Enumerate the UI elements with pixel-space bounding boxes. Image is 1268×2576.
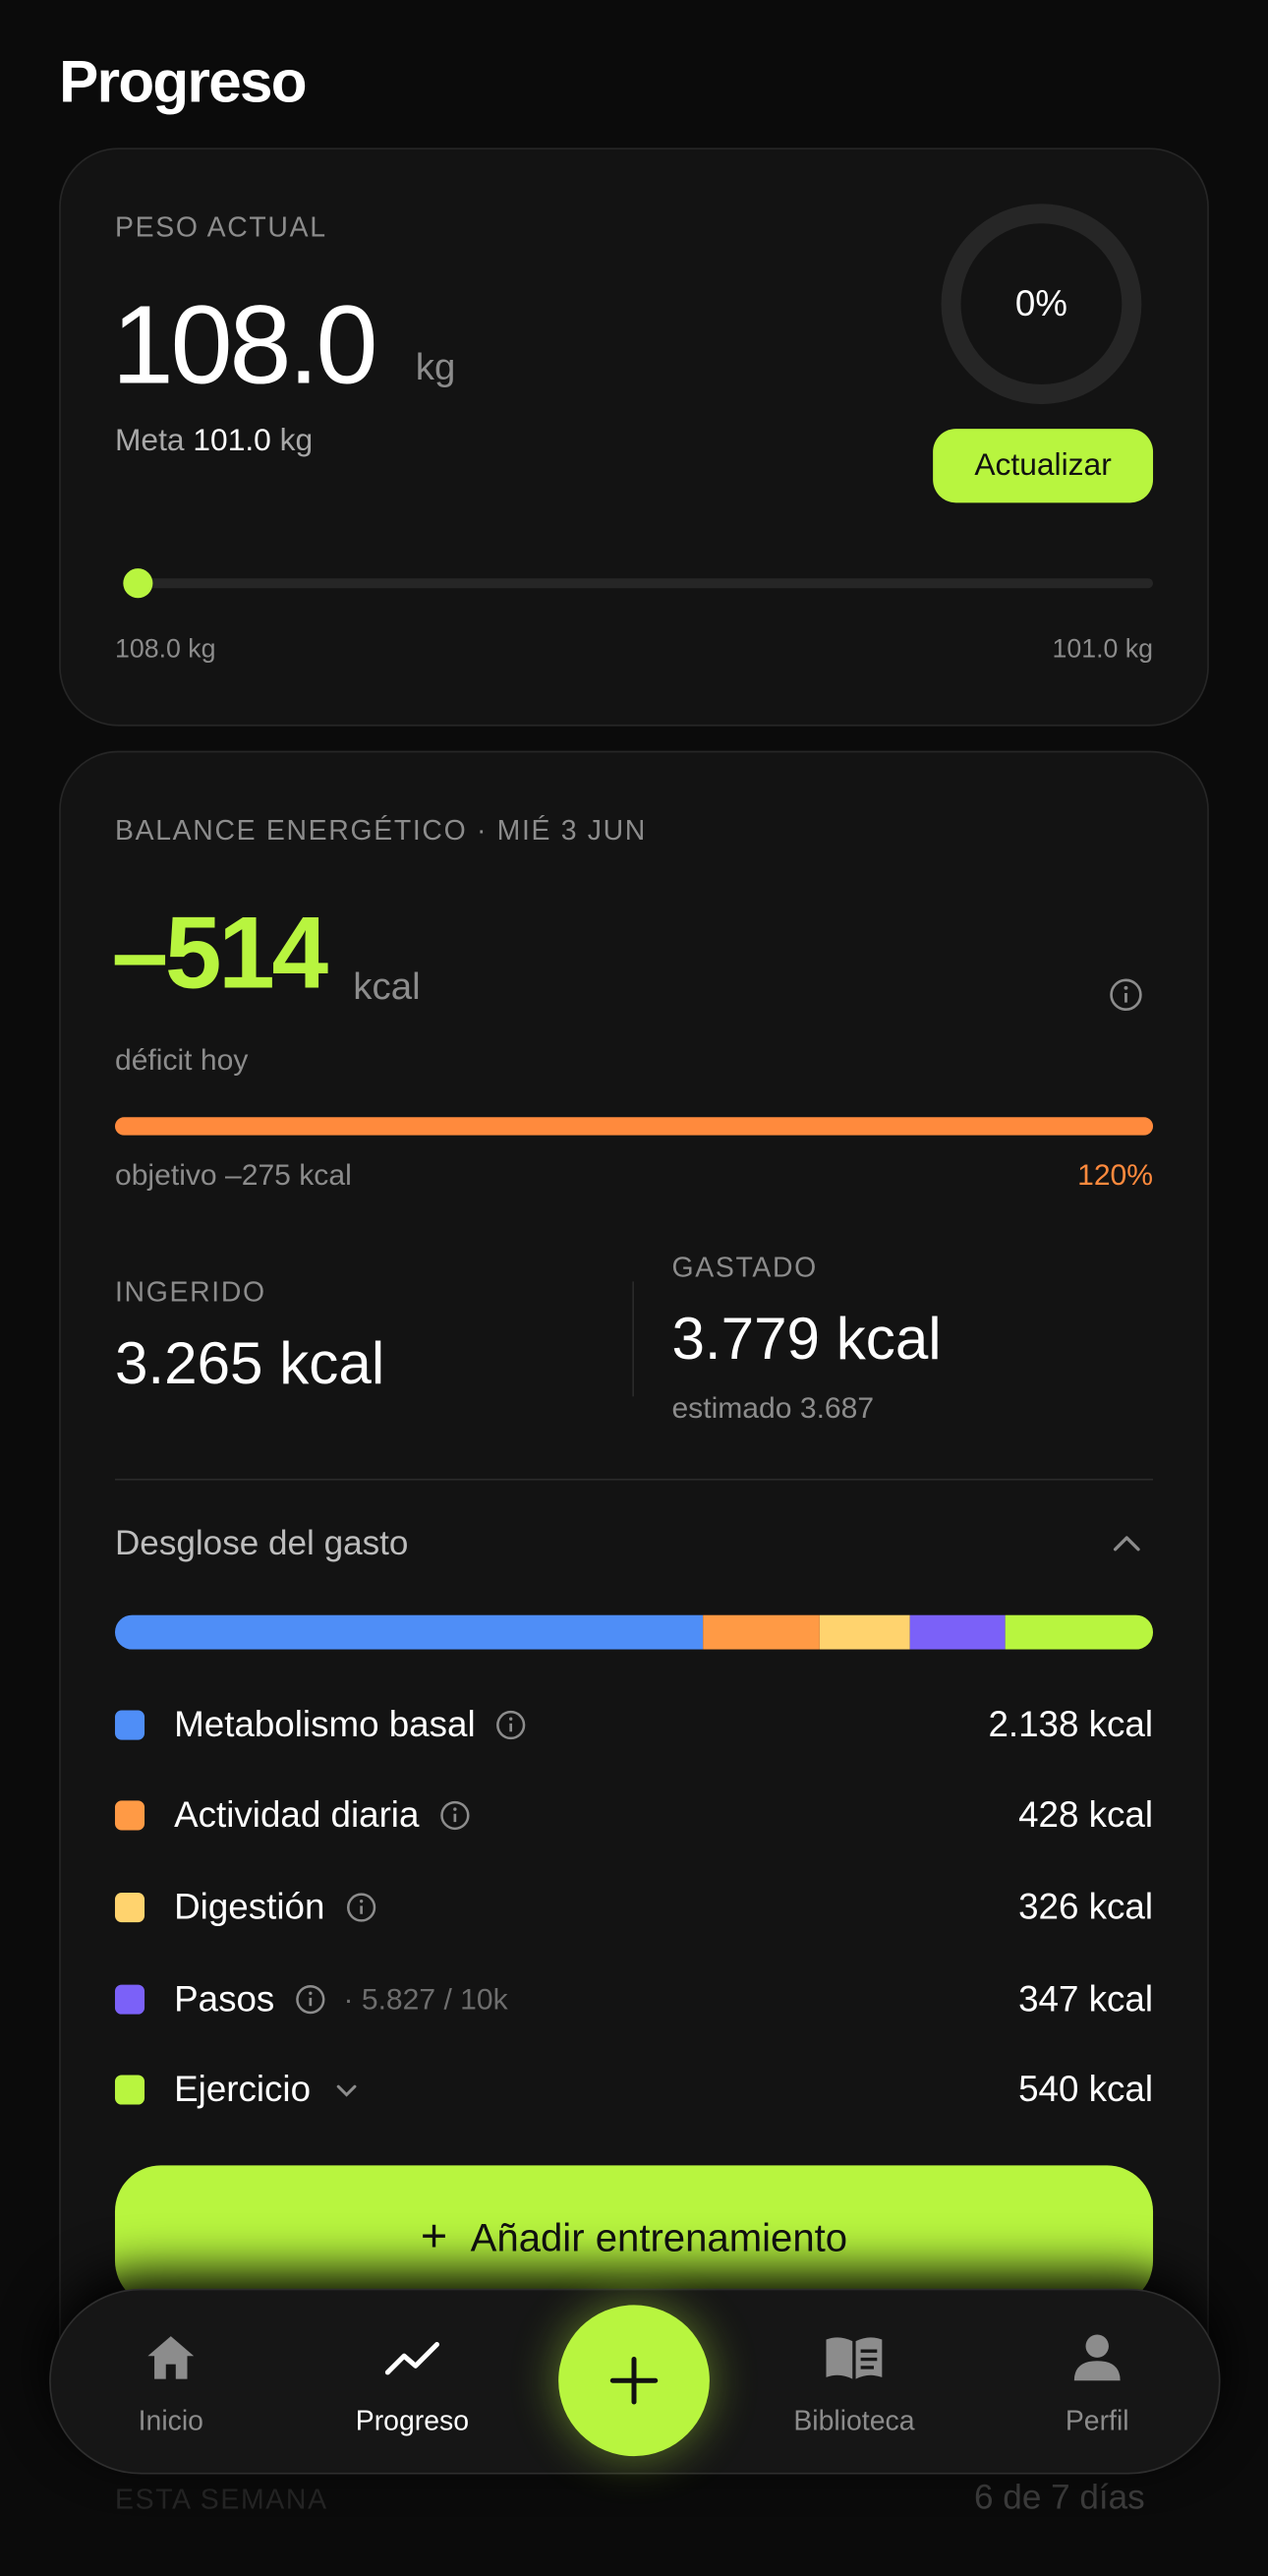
goal-value: 101.0 xyxy=(193,424,271,459)
progress-icon[interactable] xyxy=(384,2340,440,2379)
nav-label[interactable]: Biblioteca xyxy=(793,2405,915,2437)
target-bar xyxy=(114,1117,1154,1136)
energy-label: BALANCE ENERGÉTICO · MIÉ 3 JUN xyxy=(114,814,648,847)
spent-label: GASTADO xyxy=(671,1252,818,1284)
legend-swatch xyxy=(114,2075,145,2105)
goal-unit: kg xyxy=(279,424,314,459)
info-icon[interactable] xyxy=(438,1799,471,1832)
add-workout-button[interactable]: + Añadir entrenamiento xyxy=(114,2165,1154,2308)
energy-card xyxy=(59,750,1209,2397)
collapse-chevron[interactable] xyxy=(1111,1531,1143,1553)
legend-swatch xyxy=(114,1800,145,1831)
item-name: Metabolismo basal xyxy=(174,1703,476,1745)
item-name: Ejercicio xyxy=(174,2068,312,2110)
weight-track xyxy=(124,578,1154,589)
goal: Meta 101.0 kg xyxy=(114,424,314,459)
balance-caption: déficit hoy xyxy=(114,1043,249,1077)
separator xyxy=(114,1478,1154,1481)
update-button[interactable]: Actualizar xyxy=(933,429,1154,503)
legend-swatch xyxy=(114,1984,145,2015)
progress-percent: 0% xyxy=(1014,282,1067,324)
breakdown-title[interactable]: Desglose del gasto xyxy=(114,1524,409,1563)
balance-unit: kcal xyxy=(353,964,421,1008)
balance-value: –514 xyxy=(111,897,328,1011)
item-value: 347 kcal xyxy=(1018,1977,1154,2020)
item-value: 428 kcal xyxy=(1018,1793,1154,1836)
breakdown-segment xyxy=(1005,1614,1153,1650)
breakdown-segment xyxy=(820,1614,910,1650)
nav-label[interactable]: Progreso xyxy=(355,2405,470,2437)
item-name: Digestión xyxy=(174,1886,325,1928)
spent-estimate: estimado 3.687 xyxy=(671,1391,875,1425)
nav-label[interactable]: Perfil xyxy=(1065,2405,1129,2437)
goal-prefix: Meta xyxy=(114,424,185,459)
item-detail: · 5.827 / 10k xyxy=(343,1982,508,2017)
breakdown-segment xyxy=(702,1614,821,1650)
target-text: objetivo –275 kcal xyxy=(114,1158,352,1192)
item-value: 2.138 kcal xyxy=(988,1703,1154,1745)
plus-icon xyxy=(609,2357,659,2405)
intake-value: 3.265 kcal xyxy=(114,1328,385,1397)
item-name: Actividad diaria xyxy=(174,1793,420,1836)
profile-icon[interactable] xyxy=(1070,2333,1123,2382)
item-value: 326 kcal xyxy=(1018,1886,1154,1928)
weight-unit: kg xyxy=(415,344,456,388)
item-name: Pasos xyxy=(174,1977,275,2020)
info-icon[interactable] xyxy=(1109,977,1143,1012)
weight-value: 108.0 xyxy=(111,282,378,408)
weight-label: PESO ACTUAL xyxy=(114,211,327,244)
weight-dot xyxy=(123,568,153,599)
add-workout-label: Añadir entrenamiento xyxy=(470,2216,848,2261)
spent-value: 3.779 kcal xyxy=(671,1304,942,1373)
nav-label[interactable]: Inicio xyxy=(138,2405,203,2437)
home-icon[interactable] xyxy=(144,2333,197,2382)
info-icon[interactable] xyxy=(294,1983,326,2016)
legend-swatch xyxy=(114,1892,145,1923)
breakdown-segment xyxy=(909,1614,1006,1650)
progress-ring xyxy=(941,204,1142,405)
weekly-label: ESTA SEMANA xyxy=(114,2484,328,2516)
info-icon[interactable] xyxy=(344,1891,376,1923)
intake-label: INGERIDO xyxy=(114,1276,266,1309)
breakdown-segment xyxy=(114,1614,703,1650)
expand-chevron[interactable] xyxy=(330,2074,363,2106)
divider xyxy=(632,1281,635,1397)
item-value: 540 kcal xyxy=(1018,2068,1154,2110)
end-weight: 101.0 kg xyxy=(1052,635,1154,665)
info-icon[interactable] xyxy=(495,1709,528,1741)
target-percent: 120% xyxy=(1077,1158,1154,1192)
breakdown-bar xyxy=(114,1614,1153,1650)
legend-swatch xyxy=(114,1710,145,1740)
weekly-value: 6 de 7 días xyxy=(974,2479,1145,2517)
start-weight: 108.0 kg xyxy=(114,635,216,665)
page-title: Progreso xyxy=(59,47,307,115)
library-icon[interactable] xyxy=(823,2333,885,2382)
